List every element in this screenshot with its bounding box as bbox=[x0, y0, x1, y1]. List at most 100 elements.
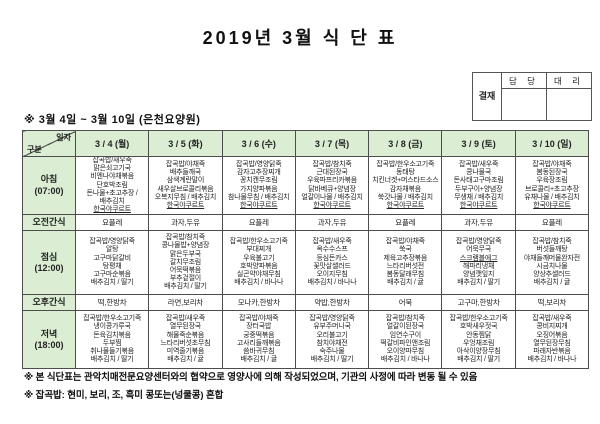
menu-item-line: 고사리들깨볶음 bbox=[236, 339, 281, 347]
menu-item-line: 고구마순볶음 bbox=[93, 271, 131, 278]
snack-cell: 라면,보리차 bbox=[148, 294, 223, 312]
menu-item-line: 잡곡밥/참치죽 bbox=[532, 238, 572, 246]
row-label-cell: 오전간식 bbox=[22, 214, 76, 232]
date-header-cell: 3 / 6 (수) bbox=[221, 130, 296, 157]
meal-cell: 잡곡밥/영양닭죽 어묵무국 스크램블에그 해파리냉채 양념깻잎지 배추김치 / 딸기 bbox=[441, 230, 516, 296]
menu-item-line: 잡곡밥/새우죽 bbox=[459, 161, 499, 169]
corner-label-date: 일자 bbox=[56, 133, 71, 142]
menu-item-line: 돈사태고구마조림 bbox=[453, 177, 504, 185]
menu-item-line: 잡곡밥/영양닭죽 bbox=[236, 161, 282, 169]
row-label-name: 오전간식 bbox=[32, 217, 66, 228]
snack-cell: 떡,보리차 bbox=[514, 294, 590, 312]
meal-cell: 잡곡밥/참치죽 근대된장국 우육파프리카볶음 닭바베큐+양념장 얼갈이나물 / 배추김치… bbox=[294, 155, 370, 216]
menu-item-line: 배추들깨국 bbox=[169, 169, 202, 177]
menu-item-line: 미역줄기볶음 bbox=[166, 348, 205, 355]
menu-row: 아침 (07:00) 잡곡밥/새우죽 맑은쇠고기국 비엔나야채볶음 단호박조림 돈나물+초고… bbox=[22, 155, 590, 216]
menu-item-line: 콩나물국 bbox=[466, 169, 492, 177]
meal-cell: 잡곡밥/새우죽 열무된장국 해물죽순볶음 느타리버섯초무침 미역줄기볶음 배추김치 / 귤 bbox=[148, 310, 223, 370]
approval-deputy-label: 대 리 bbox=[546, 72, 592, 89]
row-label-time: (18:00) bbox=[34, 339, 64, 350]
meal-cell: 잡곡밥/영양닭죽 감자고추장찌개 꽁치캔무조림 가지양파볶음 참나물무침 / 배추김치 한… bbox=[221, 155, 296, 216]
snack-cell: 어묵 bbox=[368, 294, 443, 312]
menu-item-line: 오이양파무침 bbox=[386, 348, 425, 355]
menu-item-line: 부대찌개 bbox=[246, 246, 272, 254]
menu-item-line: 배추김치 / 바나나 bbox=[234, 279, 284, 287]
menu-table-body: 일자 구분 3 / 4 (월) 3 / 5 (화) 3 / 6 (수) 3 / 7 (목)… bbox=[22, 130, 590, 370]
menu-item-line: 가지양파볶음 bbox=[240, 185, 278, 193]
menu-row: 저녁 (18:00) 잡곡밥/한우소고기죽 냉이콩가루국 돈육김치볶음 두부찜 취나물들기볶… bbox=[22, 310, 590, 370]
menu-item-line: 무생채 / 배추김치 bbox=[454, 193, 504, 201]
menu-item-line: 우육장조림 bbox=[536, 177, 568, 185]
row-label-name: 오후간식 bbox=[32, 297, 66, 308]
menu-item-line: 등심돈카스 bbox=[316, 254, 348, 262]
snack-cell: 요플레 bbox=[74, 214, 150, 232]
snack-cell: 과자,두유 bbox=[441, 214, 516, 232]
menu-item-line: 어묵떡볶음 bbox=[169, 266, 202, 274]
meal-cell: 잡곡밥/새우죽 콩비지찌개 오징어볶음 열무된장무침 파래자반볶음 배추김치 / 바나나 bbox=[514, 310, 590, 370]
row-label-name: 아침 bbox=[40, 174, 58, 185]
menu-item-line: 봄동된장국 bbox=[536, 169, 568, 177]
menu-item-line: 임연수구이 bbox=[389, 331, 421, 339]
corner-cell: 일자 구분 bbox=[22, 130, 76, 157]
snack-cell: 과자,두유 bbox=[294, 214, 370, 232]
meal-cell: 잡곡밥/야채죽 봄동된장국 우육장조림 브로콜리+초고추장 유채나물 / 배추김치 한국야… bbox=[514, 155, 590, 216]
menu-item-line: 양념깻잎지 bbox=[463, 271, 495, 278]
menu-item-line: 쑥갓나물 / 배추김치 bbox=[377, 193, 433, 201]
menu-item-line: 잡곡밥/새우죽 bbox=[165, 315, 206, 323]
menu-item-line: 잡곡밥/새우죽 bbox=[312, 238, 352, 246]
menu-item-line: 옥수수스프 bbox=[316, 246, 348, 254]
footnote-grain-mix: ※ 잡곡밥: 현미, 보리, 조, 흑미 콩또는(넝쿨콩) 혼합 bbox=[24, 390, 224, 401]
menu-item-line: 오복지무침 / 배추김치 bbox=[154, 193, 217, 201]
meal-cell: 잡곡밥/야채죽 장터국밥 궁중떡볶음 고사리들깨볶음 씀바귀무침 배추김치 / 귤 bbox=[221, 310, 296, 370]
menu-item-line: 두부찜 bbox=[102, 339, 122, 347]
menu-item-line: 씀바귀무침 bbox=[243, 348, 275, 355]
menu-item-line: 배추김치 / 딸기 bbox=[164, 283, 207, 291]
menu-item-line: 배추김치 bbox=[99, 197, 125, 205]
menu-item-line: 배추김치 / 바나나 bbox=[307, 279, 357, 287]
menu-item-line: 잡곡밥/야채죽 bbox=[385, 238, 425, 246]
menu-item-line: 해파리냉채 bbox=[463, 262, 495, 270]
week-range-subtitle: ※ 3월 4일 ~ 3월 10일 (은천요양원) bbox=[24, 114, 201, 126]
menu-item-line: 콩나물밥+양념장 bbox=[161, 242, 210, 250]
row-label-name: 저녁 bbox=[40, 328, 58, 339]
menu-item-line: 느타리버섯초무침 bbox=[160, 339, 211, 347]
menu-item-line: 취나물들기볶음 bbox=[90, 348, 134, 355]
menu-item-line: 잡곡밥/한우소고기죽 bbox=[376, 161, 435, 169]
menu-item-line: 잡곡밥/영양닭죽 bbox=[89, 238, 135, 246]
menu-item-line: 배추김치 / 딸기 bbox=[90, 279, 134, 287]
menu-item-line: 안동찜닭 bbox=[466, 331, 492, 339]
row-label-cell: 점심 (12:00) bbox=[22, 230, 76, 296]
menu-item-line: 배추김치 / 귤 bbox=[167, 356, 204, 364]
menu-item-line: 잡곡밥/야채죽 bbox=[165, 161, 206, 169]
menu-item-line: 배추김치 / 바나나 bbox=[527, 356, 577, 364]
meal-cell: 잡곡밥/한우소고기죽 동태탕 치킨너겟+머스타드소스 감자채볶음 쑥갓나물 / 배추김치… bbox=[368, 155, 443, 216]
meal-cell: 잡곡밥/참치죽 버섯들깨탕 야채들깨머물완자전 시금치나물 양상추샐러드 배추김치 / 귤 bbox=[514, 230, 590, 296]
menu-item-line: 양상추샐러드 bbox=[533, 271, 571, 278]
menu-item-line: 아삭이양장무침 bbox=[456, 348, 501, 355]
menu-item-line: 잡곡밥/참치죽 bbox=[165, 234, 206, 242]
menu-item-line: 부추겉절이 bbox=[169, 275, 202, 283]
meal-cell: 잡곡밥/야채죽 배추들깨국 삼색계란말이 새우살브로콜리볶음 오복지무침 / 배추김치 한… bbox=[148, 155, 223, 216]
menu-item-line: 감자고추장찌개 bbox=[236, 169, 281, 177]
menu-item-line: 궁중떡볶음 bbox=[243, 331, 275, 339]
menu-item-line: 파래자반볶음 bbox=[533, 348, 571, 355]
menu-item-line: 잡곡밥/영양닭죽 bbox=[455, 238, 502, 246]
menu-item-line: 삼색계란말이 bbox=[166, 177, 205, 185]
menu-item-line: 잡곡밥/새우죽 bbox=[532, 315, 572, 323]
menu-row: 오후간식 떡,한방차 라면,보리차 모나카,한방차 약밥,한방차 어묵 고구마,한방차 떡,보… bbox=[22, 294, 590, 312]
menu-item-line: 제육고추장볶음 bbox=[383, 254, 428, 262]
approval-manager-sign-space bbox=[501, 88, 547, 121]
meal-cell: 잡곡밥/영양닭죽 알탕 고구마닭갈비 탕평채 고구마순볶음 배추김치 / 딸기 bbox=[74, 230, 150, 296]
menu-item-line: 두부구이+양념장 bbox=[454, 185, 503, 193]
menu-row: 점심 (12:00) 잡곡밥/영양닭죽 알탕 고구마닭갈비 탕평채 고구마순볶음 배추김치 /… bbox=[22, 230, 590, 296]
menu-item-line: 꽃맛살샐러드 bbox=[313, 262, 351, 270]
menu-item-line: 단호박조림 bbox=[96, 181, 128, 189]
meal-cell: 잡곡밥/야채죽 쑥국 제육고추장볶음 느타리버섯전 봄동달래무침 배추김치 / 귤 bbox=[368, 230, 443, 296]
menu-item-line: 잡곡밥/참치죽 bbox=[312, 161, 352, 169]
menu-item-line: 잡곡밥/야채죽 bbox=[532, 161, 572, 169]
page-title: 2019년 3월 식 단 표 bbox=[202, 28, 398, 48]
approval-manager-label: 담 당 bbox=[501, 72, 547, 89]
menu-item-line: 잡곡밥/영양닭죽 bbox=[309, 315, 355, 323]
menu-item-line: 비엔나야채볶음 bbox=[90, 173, 134, 181]
approval-box: 결재 담 당 대 리 bbox=[472, 72, 592, 121]
